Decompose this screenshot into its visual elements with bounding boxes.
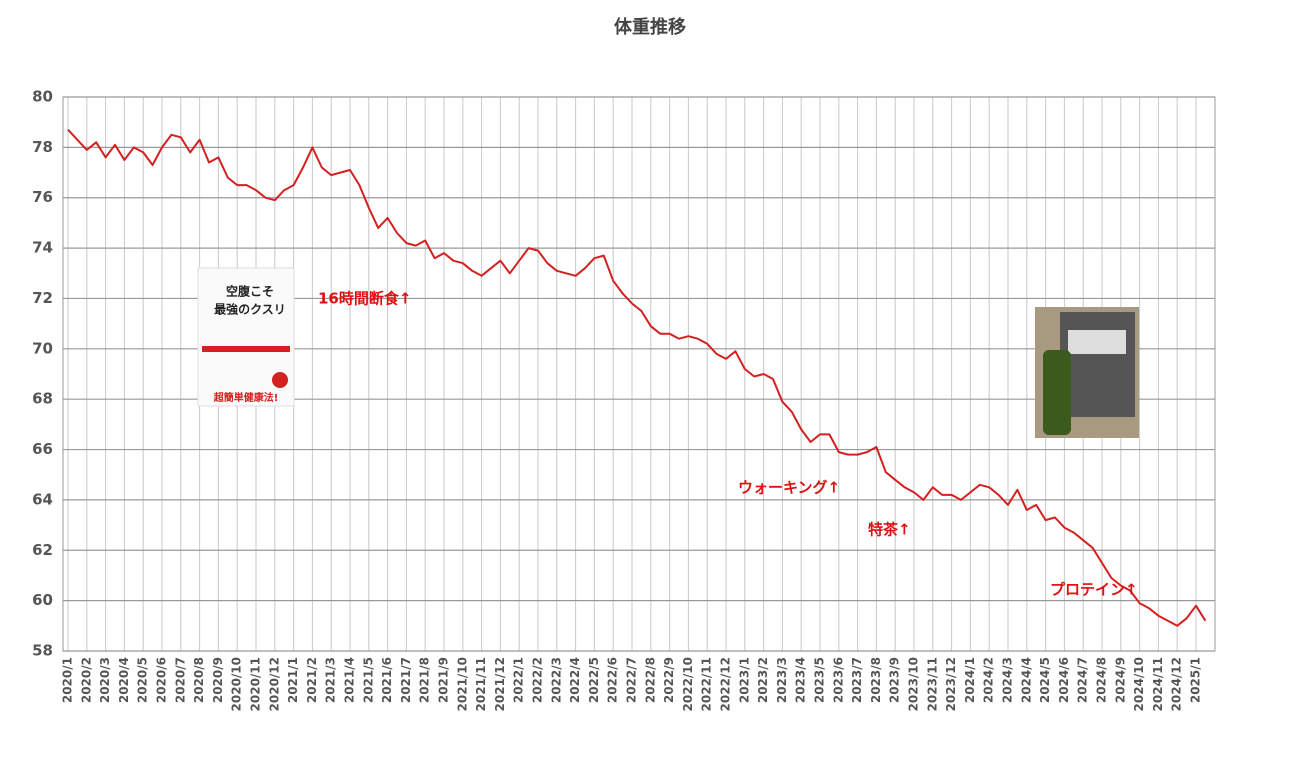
x-tick-label: 2022/7 [625,657,639,703]
x-tick-label: 2022/1 [512,657,526,703]
annotation: 16時間断食↑ [318,290,411,308]
chart-title: 体重推移 [614,16,686,38]
x-tick-label: 2022/2 [531,657,545,703]
x-tick-label: 2020/8 [192,657,206,703]
x-tick-label: 2022/9 [662,657,676,703]
x-tick-label: 2024/5 [1038,657,1052,703]
x-tick-label: 2025/1 [1189,657,1203,703]
x-tick-label: 2023/6 [831,657,845,703]
y-tick-label: 80 [32,88,53,106]
book-badge [272,372,288,388]
x-tick-label: 2021/8 [418,657,432,703]
x-tick-label: 2021/9 [437,657,451,703]
x-tick-label: 2020/3 [98,657,112,703]
x-tick-label: 2024/3 [1001,657,1015,703]
x-tick-label: 2023/8 [869,657,883,703]
x-tick-label: 2020/1 [61,657,75,703]
x-tick-label: 2020/2 [79,657,93,703]
annotation: 特茶↑ [868,521,911,539]
x-tick-label: 2024/10 [1132,657,1146,711]
x-tick-label: 2023/1 [737,657,751,703]
y-tick-label: 78 [32,138,53,156]
x-tick-label: 2023/12 [944,657,958,711]
x-tick-label: 2020/12 [267,657,281,711]
y-tick-label: 64 [32,490,53,508]
x-tick-label: 2024/4 [1019,657,1033,703]
x-tick-label: 2020/9 [211,657,225,703]
x-tick-label: 2024/9 [1113,657,1127,703]
x-tick-label: 2021/7 [399,657,413,703]
x-tick-label: 2023/11 [925,657,939,711]
x-tick-label: 2024/12 [1170,657,1184,711]
x-tick-label: 2021/6 [380,657,394,703]
book-title: 空腹こそ [226,284,274,299]
book-band [202,346,290,352]
x-tick-label: 2024/7 [1076,657,1090,703]
x-tick-label: 2021/2 [305,657,319,703]
x-tick-label: 2021/1 [286,657,300,703]
annotation: ウォーキング↑ [738,479,840,497]
x-tick-label: 2022/10 [681,657,695,711]
protein-label [1068,330,1126,354]
x-tick-label: 2024/6 [1057,657,1071,703]
tea-bottle [1043,350,1071,435]
x-tick-label: 2020/5 [136,657,150,703]
x-tick-label: 2020/4 [117,657,131,703]
x-tick-label: 2021/3 [324,657,338,703]
x-tick-label: 2021/5 [361,657,375,703]
x-tick-label: 2023/9 [888,657,902,703]
x-tick-label: 2024/2 [982,657,996,703]
x-tick-label: 2024/1 [963,657,977,703]
x-tick-label: 2020/7 [173,657,187,703]
y-tick-label: 70 [32,339,53,357]
x-tick-label: 2022/4 [568,657,582,703]
y-tick-label: 72 [32,289,53,307]
book-tagline: 超簡単健康法! [213,391,279,404]
x-tick-label: 2021/11 [474,657,488,711]
x-tick-label: 2020/10 [230,657,244,711]
x-tick-label: 2020/6 [155,657,169,703]
x-tick-label: 2023/10 [907,657,921,711]
x-tick-label: 2022/6 [606,657,620,703]
x-tick-label: 2022/12 [719,657,733,711]
x-tick-label: 2022/11 [700,657,714,711]
x-tick-label: 2024/8 [1095,657,1109,703]
x-tick-label: 2021/10 [455,657,469,711]
x-tick-label: 2023/3 [775,657,789,703]
x-tick-label: 2023/5 [813,657,827,703]
y-tick-label: 58 [32,642,53,660]
x-tick-label: 2023/7 [850,657,864,703]
product-photo [1035,307,1139,438]
y-tick-label: 66 [32,440,53,458]
x-tick-label: 2020/11 [249,657,263,711]
y-tick-label: 76 [32,188,53,206]
x-tick-label: 2023/4 [794,657,808,703]
x-tick-label: 2023/2 [756,657,770,703]
y-tick-label: 60 [32,591,53,609]
x-tick-label: 2022/8 [643,657,657,703]
x-tick-label: 2022/3 [549,657,563,703]
x-tick-label: 2022/5 [587,657,601,703]
book-title: 最強のクスリ [214,302,286,317]
x-tick-label: 2021/12 [493,657,507,711]
y-tick-label: 62 [32,541,53,559]
y-tick-label: 74 [32,239,53,257]
y-tick-label: 68 [32,390,53,408]
x-tick-label: 2024/11 [1151,657,1165,711]
annotation: プロテイン↑ [1050,581,1138,599]
weight-line [67,129,1207,627]
protein-bag [1060,312,1135,417]
x-tick-label: 2021/4 [343,657,357,703]
book-cover: 空腹こそ 最強のクスリ 超簡単健康法! [197,267,295,407]
